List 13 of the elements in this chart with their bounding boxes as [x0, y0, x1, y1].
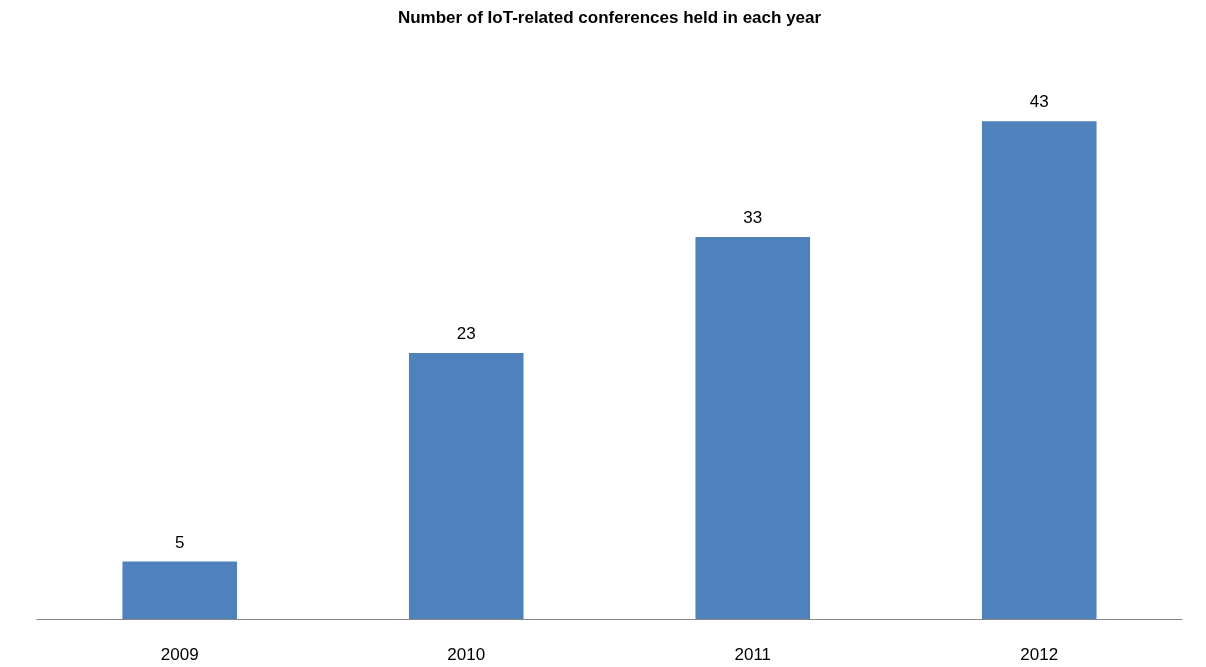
x-tick-label: 2011: [734, 644, 772, 664]
bar: [122, 561, 238, 620]
x-tick-label: 2010: [447, 644, 486, 664]
data-label: 23: [456, 323, 476, 343]
chart-title: Number of IoT-related conferences held in each year: [397, 7, 822, 27]
data-label: 33: [743, 208, 763, 228]
data-label: 43: [1029, 92, 1049, 112]
bar: [981, 121, 1097, 620]
bar: [408, 352, 524, 620]
x-tick-label: 2009: [160, 644, 199, 664]
data-label: 5: [175, 532, 185, 552]
x-tick-label: 2012: [1020, 644, 1059, 664]
bar: [695, 237, 811, 620]
